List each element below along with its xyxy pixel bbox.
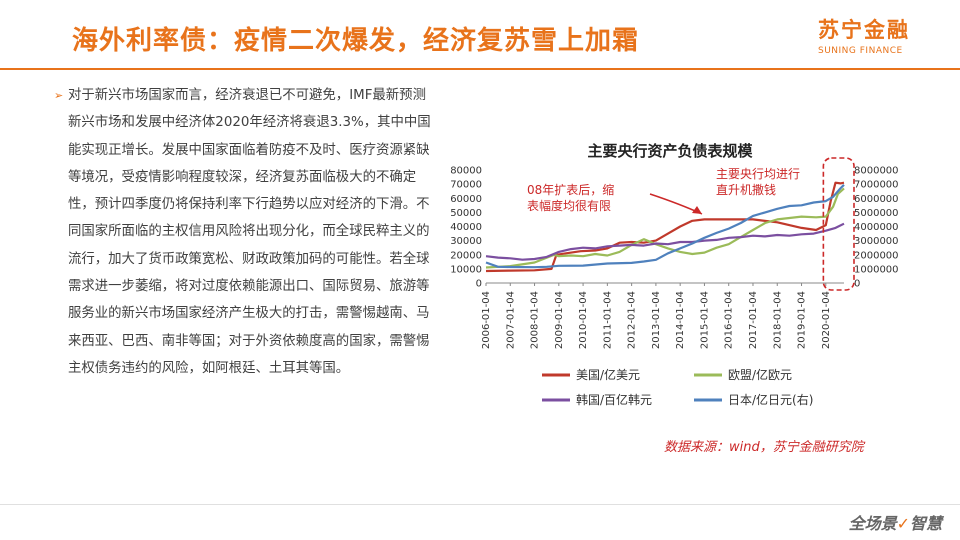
bullet-arrow-icon: ➢ bbox=[54, 89, 64, 102]
annotation-expand-line1: 主要央行均进行 bbox=[716, 167, 800, 181]
check-icon: ✓ bbox=[896, 514, 910, 533]
x-tick-label: 2018-01-04 bbox=[772, 291, 783, 349]
y-left-tick-label: 60000 bbox=[450, 194, 482, 205]
data-source: 数据来源：wind，苏宁金融研究院 bbox=[664, 440, 864, 455]
y-right-tick-label: 4000000 bbox=[854, 222, 899, 233]
brand-logo: 苏宁金融 SUNING FINANCE bbox=[818, 14, 938, 62]
y-right-tick-label: 2000000 bbox=[854, 250, 899, 261]
legend-label-2: 韩国/百亿韩元 bbox=[576, 392, 652, 407]
highlight-box bbox=[822, 157, 855, 291]
x-tick-label: 2015-01-04 bbox=[699, 291, 710, 349]
x-tick-label: 2011-01-04 bbox=[602, 291, 613, 349]
balance-sheet-chart: 主要央行资产负债表规模 0 10000 20000 30000 40000 50000 600… bbox=[440, 132, 910, 462]
logo-en: SUNING FINANCE bbox=[818, 46, 903, 56]
x-tick-label: 2012-01-04 bbox=[627, 291, 638, 349]
y-left-tick-label: 40000 bbox=[450, 222, 482, 233]
y-right-tick-label: 1000000 bbox=[854, 264, 899, 275]
title-divider bbox=[0, 68, 960, 70]
legend-label-3: 日本/亿日元(右) bbox=[728, 392, 813, 407]
y-left-tick-label: 0 bbox=[476, 279, 482, 290]
annotation-qe-line2: 表幅度均很有限 bbox=[527, 198, 611, 213]
x-tick-label: 2014-01-04 bbox=[675, 291, 686, 349]
annotation-arrow-head bbox=[692, 206, 702, 214]
bullet-text: 对于新兴市场国家而言，经济衰退已不可避免，IMF最新预测新兴市场和发展中经济体2… bbox=[68, 88, 431, 376]
series-line-2 bbox=[485, 222, 845, 261]
logo-cn: 苏宁金融 bbox=[818, 18, 910, 42]
y-left-tick-label: 50000 bbox=[450, 208, 482, 219]
y-right-tick-label: 0 bbox=[854, 279, 860, 290]
y-left-tick-label: 80000 bbox=[450, 166, 482, 177]
x-tick-label: 2020-01-04 bbox=[821, 291, 832, 349]
page-title: 海外利率债：疫情二次爆发，经济复苏雪上加霜 bbox=[72, 26, 640, 56]
bullet-paragraph: ➢ 对于新兴市场国家而言，经济衰退已不可避免，IMF最新预测新兴市场和发展中经济… bbox=[54, 82, 434, 382]
footer-slogan-b: 智慧 bbox=[909, 514, 942, 533]
y-right-tick-label: 8000000 bbox=[854, 166, 899, 177]
x-tick-label: 2016-01-04 bbox=[724, 291, 735, 349]
x-tick-label: 2007-01-04 bbox=[505, 291, 516, 349]
y-left-tick-label: 20000 bbox=[450, 250, 482, 261]
y-left-tick-label: 10000 bbox=[450, 264, 482, 275]
annotation-qe-line1: 08年扩表后，缩 bbox=[527, 182, 614, 197]
x-tick-label: 2019-01-04 bbox=[797, 291, 808, 349]
series-line-3 bbox=[485, 184, 845, 269]
footer-divider bbox=[0, 504, 960, 505]
y-right-tick-label: 6000000 bbox=[854, 194, 899, 205]
x-tick-label: 2006-01-04 bbox=[481, 291, 492, 349]
legend-label-0: 美国/亿美元 bbox=[576, 367, 640, 382]
x-tick-label: 2013-01-04 bbox=[651, 291, 662, 349]
annotation-expand-line2: 直升机撒钱 bbox=[716, 182, 776, 197]
x-tick-label: 2017-01-04 bbox=[748, 291, 759, 349]
series-line-0 bbox=[485, 181, 845, 273]
y-left-tick-label: 70000 bbox=[450, 180, 482, 191]
footer-slogan: 全场景✓智慧 bbox=[849, 510, 942, 534]
y-right-tick-label: 5000000 bbox=[854, 208, 899, 219]
x-tick-label: 2009-01-04 bbox=[554, 291, 565, 349]
y-right-tick-label: 7000000 bbox=[854, 180, 899, 191]
x-tick-label: 2008-01-04 bbox=[530, 291, 541, 349]
chart-title: 主要央行资产负债表规模 bbox=[587, 142, 753, 160]
x-tick-label: 2010-01-04 bbox=[578, 291, 589, 349]
footer-slogan-a: 全场景 bbox=[848, 514, 897, 533]
chart-svg: 主要央行资产负债表规模 0 10000 20000 30000 40000 50000 600… bbox=[450, 142, 899, 407]
y-left-tick-label: 30000 bbox=[450, 236, 482, 247]
y-right-tick-label: 3000000 bbox=[854, 236, 899, 247]
series-line-1 bbox=[485, 187, 845, 269]
legend-label-1: 欧盟/亿欧元 bbox=[728, 367, 792, 382]
